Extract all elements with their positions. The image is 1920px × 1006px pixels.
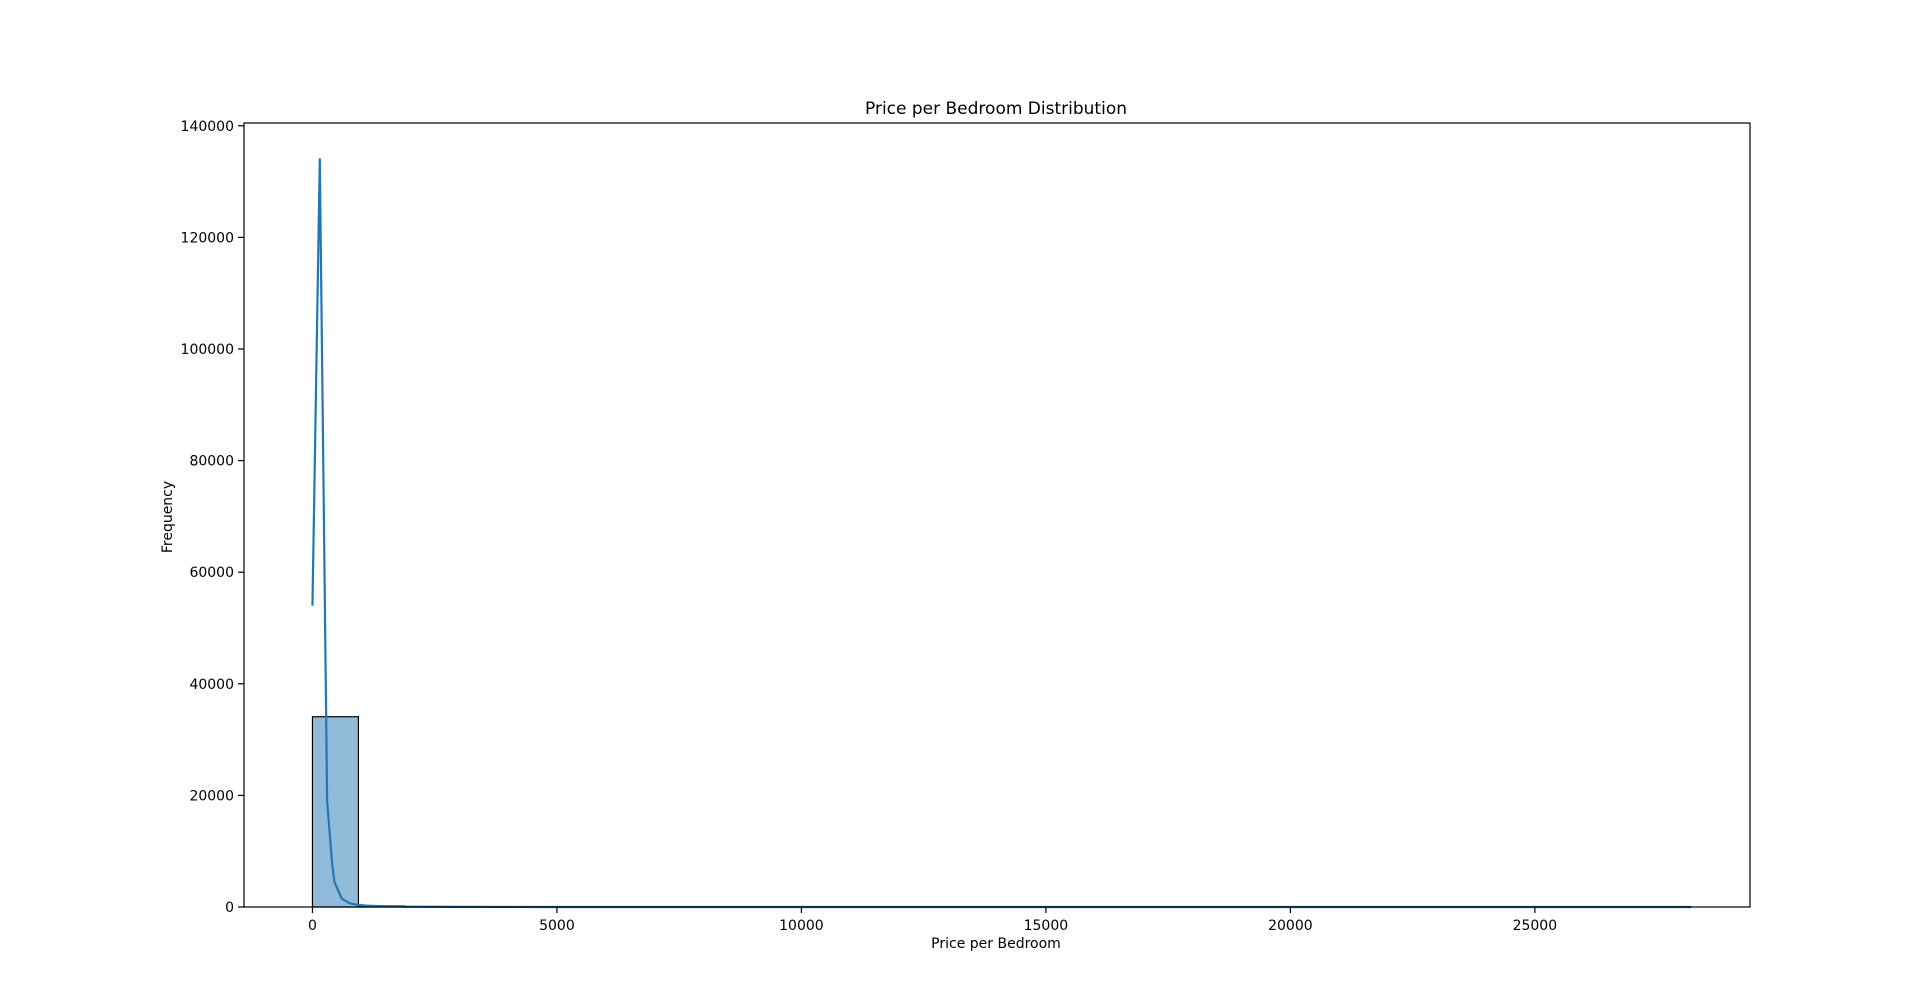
y-tick-label: 80000 bbox=[189, 454, 234, 470]
x-tick-label: 15000 bbox=[1024, 918, 1069, 934]
x-tick-label: 20000 bbox=[1268, 918, 1313, 934]
x-axis-label: Price per Bedroom bbox=[931, 936, 1061, 952]
y-tick-label: 0 bbox=[225, 900, 234, 916]
x-tick-label: 5000 bbox=[539, 918, 575, 934]
x-tick-label: 25000 bbox=[1513, 918, 1558, 934]
x-axis-ticks: 0 5000 10000 15000 20000 25000 bbox=[308, 907, 1557, 934]
x-tick-label: 10000 bbox=[779, 918, 824, 934]
histogram-bar-0 bbox=[311, 716, 360, 908]
y-tick-label: 120000 bbox=[181, 230, 234, 246]
x-tick-label: 0 bbox=[308, 918, 317, 934]
y-tick-label: 60000 bbox=[189, 565, 234, 581]
y-axis-label: Frequency bbox=[160, 481, 176, 553]
y-tick-label: 140000 bbox=[181, 119, 234, 135]
y-tick-label: 100000 bbox=[181, 342, 234, 358]
chart-title: Price per Bedroom Distribution bbox=[865, 99, 1127, 119]
y-axis-ticks: 0 20000 40000 60000 80000 100000 120000 140000 bbox=[181, 119, 244, 916]
plot-frame bbox=[243, 122, 1751, 908]
y-tick-label: 20000 bbox=[189, 788, 234, 804]
y-tick-label: 40000 bbox=[189, 677, 234, 693]
